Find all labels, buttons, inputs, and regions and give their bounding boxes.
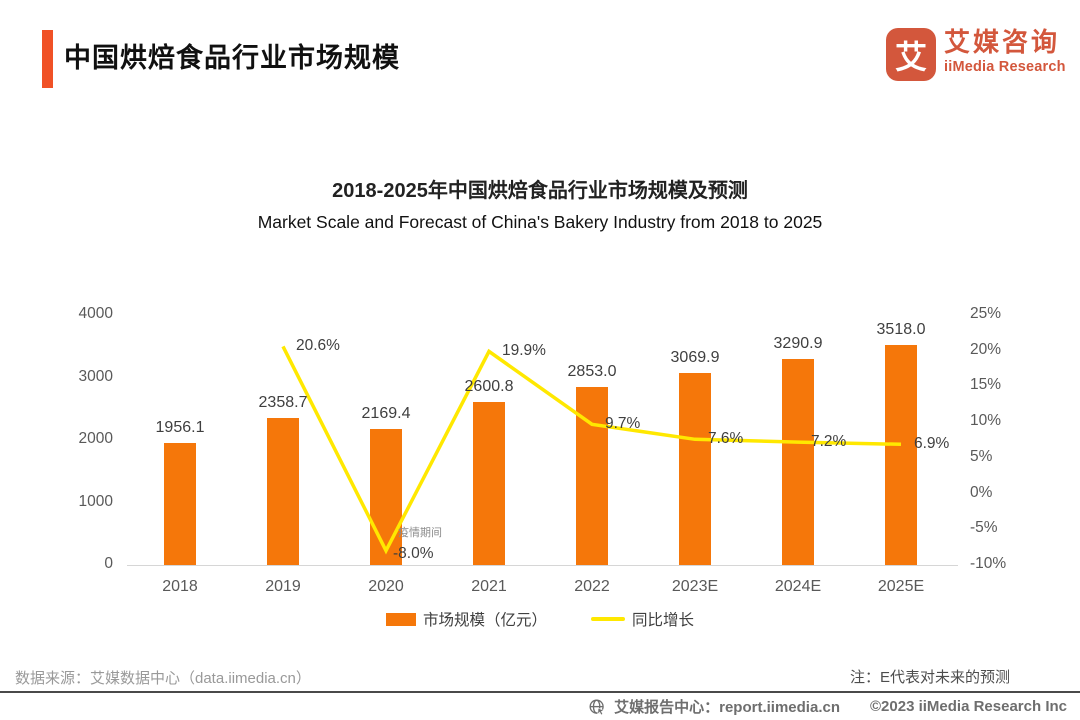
bar-value-2023E: 3069.9 [670, 349, 720, 367]
legend-label-yoy-growth: 同比增长 [632, 612, 695, 629]
x-tick-2022: 2022 [574, 578, 610, 595]
growth-label-2020: -8.0% [393, 544, 434, 562]
bar-2025E [885, 345, 917, 565]
left-axis-tick-4000: 4000 [78, 305, 113, 322]
chart-plot-area: 1956.1 2018 2358.7 2019 2169.4 2020 2600.8 2021… [79, 305, 1007, 595]
left-axis-tick-3000: 3000 [78, 367, 113, 385]
bar-value-2018: 1956.1 [155, 418, 205, 436]
right-axis-tick-20: 20% [970, 340, 1002, 358]
growth-label-2022: 9.7% [605, 415, 641, 433]
right-axis-tick-0: 0% [970, 483, 993, 501]
x-tick-2025E: 2025E [877, 578, 925, 595]
report-center-link: 艾媒报告中心：report.iimedia.cn [614, 699, 840, 716]
right-axis-tick-10: 10% [970, 412, 1002, 430]
bar-2018 [164, 442, 196, 565]
footer-report-row: 艾媒报告中心：report.iimedia.cn ©2023 iiMedia R… [588, 696, 1067, 717]
right-axis-tick-5: 5% [970, 447, 993, 465]
logo-name-cn: 艾媒咨询 [944, 27, 1061, 57]
legend-item-yoy-growth: 同比增长 [591, 608, 694, 630]
growth-label-2023E: 7.6% [708, 430, 744, 448]
logo-name-en: iiMedia Research [944, 59, 1066, 75]
yoy-growth-line [281, 345, 902, 555]
bar-value-2019: 2358.7 [258, 393, 308, 411]
growth-label-2025E: 6.9% [914, 435, 950, 453]
x-tick-2024E: 2024E [774, 578, 822, 595]
bar-2021 [473, 402, 505, 565]
data-source-note: 数据来源：艾媒数据中心（data.iimedia.cn） [15, 670, 311, 687]
copyright-text: ©2023 iiMedia Research Inc [870, 698, 1067, 715]
right-axis-tick--5: -5% [970, 519, 998, 537]
footer-divider [0, 691, 1080, 693]
x-tick-2023E: 2023E [671, 578, 719, 595]
right-axis-tick--10: -10% [970, 555, 1007, 572]
line-series-swatch-icon [591, 617, 625, 621]
x-tick-2018: 2018 [162, 578, 198, 595]
bar-2023E [679, 373, 711, 565]
chart-legend: 市场规模（亿元） 同比增长 [0, 608, 1080, 630]
x-tick-2019: 2019 [265, 578, 301, 595]
growth-label-2019: 20.6% [296, 337, 340, 355]
growth-label-2021: 19.9% [502, 342, 546, 360]
forecast-note: 注：E代表对未来的预测 [849, 669, 1010, 686]
right-axis-tick-25: 25% [970, 305, 1002, 322]
bar-2019 [267, 417, 299, 565]
bar-2024E [782, 359, 814, 565]
left-axis-tick-1000: 1000 [78, 492, 113, 510]
logo-glyph: 艾 [894, 38, 927, 75]
pandemic-annotation: 疫情期间 [398, 526, 442, 539]
chart-subtitle: Market Scale and Forecast of China's Bak… [257, 212, 823, 232]
right-axis-tick-15: 15% [970, 376, 1002, 394]
x-tick-2021: 2021 [471, 578, 507, 595]
x-tick-2020: 2020 [368, 578, 404, 595]
left-axis-tick-2000: 2000 [78, 430, 113, 447]
left-axis-tick-0: 0 [104, 555, 113, 572]
chart-title: 2018-2025年中国烘焙食品行业市场规模及预测 [332, 180, 748, 202]
growth-label-2024E: 7.2% [811, 433, 847, 451]
title-accent-bar [42, 30, 53, 88]
bar-series-swatch-icon [385, 612, 416, 626]
legend-item-market-scale: 市场规模（亿元） [385, 608, 547, 630]
bar-value-2025E: 3518.0 [876, 321, 926, 339]
iimedia-logo-icon: 艾 [886, 28, 936, 81]
bar-value-2022: 2853.0 [567, 362, 617, 380]
bar-value-2021: 2600.8 [464, 378, 514, 396]
bar-2020 [370, 429, 402, 565]
page-title: 中国烘焙食品行业市场规模 [64, 43, 400, 73]
globe-cursor-icon [589, 698, 606, 715]
logo-text-block: 艾媒咨询 iiMedia Research [944, 29, 1066, 75]
legend-label-market-scale: 市场规模（亿元） [422, 612, 547, 629]
bar-value-2020: 2169.4 [361, 405, 411, 423]
bar-value-2024E: 3290.9 [773, 335, 823, 353]
